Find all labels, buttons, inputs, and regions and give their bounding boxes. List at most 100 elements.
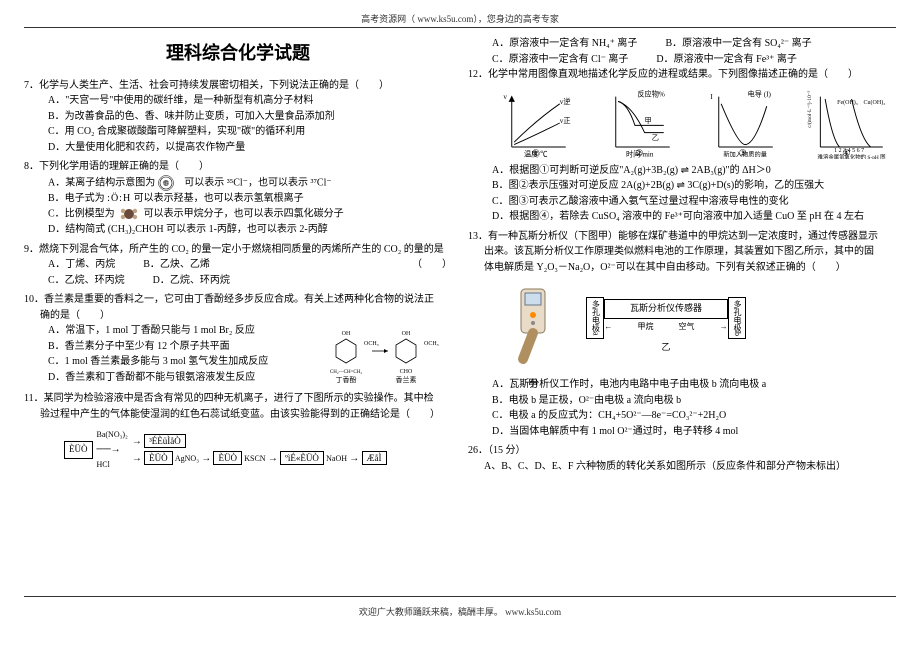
- atom-shell-icon: +17: [158, 175, 182, 191]
- q13-D: D．当固体电解质中有 1 mol O²⁻通过时，电子转移 4 mol: [492, 424, 896, 440]
- q9-D: D．乙烷、环丙烷: [153, 273, 230, 289]
- left-column: 理科综合化学试题 7．化学与人类生产、生活、社会可持续发展密切相关，下列说法正确…: [24, 36, 452, 596]
- q10-stem-a: 10．香兰素是重要的香料之一，它可由丁香酚经多步反应合成。有关上述两种化合物的说…: [24, 292, 452, 308]
- chart-2: 反应物% 甲 乙 时间/min ②: [590, 87, 690, 159]
- q9-C: C．乙烷、环丙烷: [48, 273, 125, 289]
- electrode-b: 多孔电极b: [728, 297, 746, 339]
- device-yi: 多孔电极a 瓦斯分析仪传感器 ←甲烷 空气→ 多孔电极b 乙: [586, 297, 746, 355]
- q8-C: C．比例模型为 可以表示甲烷分子，也可以表示四氯化碳分子: [48, 206, 452, 222]
- q13-C: C．电极 a 的反应式为：CH₄+5O²⁻—8e⁻=CO₃²⁻+2H₂O: [492, 408, 896, 424]
- q11: 11．某同学为检验溶液中是否含有常见的四种无机离子，进行了下图所示的实验操作。其…: [24, 391, 452, 471]
- q10: 10．香兰素是重要的香料之一，它可由丁香酚经多步反应合成。有关上述两种化合物的说…: [24, 292, 452, 387]
- chart-1: v逆 v正 v 温度/℃ ①: [486, 87, 586, 159]
- q7-B: B．为改善食品的色、香、味并防止变质，可加入大量食品添加剂: [48, 109, 452, 125]
- q9-paren: （ ）: [412, 257, 452, 273]
- mol-l4: 丁香酚: [336, 375, 357, 384]
- header-rule: [24, 27, 896, 28]
- svg-text:c/(mol·L⁻¹)·10⁻³: c/(mol·L⁻¹)·10⁻³: [805, 90, 812, 127]
- svg-text:+17: +17: [163, 181, 169, 186]
- q8-B: B．电子式为 :Ö:H 可以表示羟基，也可以表示氢氧根离子: [48, 191, 452, 207]
- q12-stem: 12．化学中常用图像直观地描述化学反应的进程或结果。下列图像描述正确的是（ ）: [468, 67, 896, 83]
- q9: 9．燃烧下列混合气体，所产生的 CO₂ 的量一定小于燃烧相同质量的丙烯所产生的 …: [24, 242, 452, 289]
- q8-stem: 8．下列化学用语的理解正确的是（ ）: [24, 159, 452, 175]
- right-column: A．原溶液中一定含有 NH₄⁺ 离子 B．原溶液中一定含有 SO₄²⁻ 离子 C…: [468, 36, 896, 596]
- q12-D: D．根据图④，若除去 CuSO₄ 溶液中的 Fe³⁺可向溶液中加入适量 CuO …: [492, 209, 896, 225]
- q12-A: A．根据图①可判断可逆反应"A₂(g)+3B₂(g) ⇌ 2AB₃(g)"的 Δ…: [492, 163, 896, 179]
- q11-A: A．原溶液中一定含有 NH₄⁺ 离子: [492, 36, 637, 52]
- svg-text:反应物%: 反应物%: [637, 89, 665, 98]
- q9-A: A．丁烯、丙烷: [48, 257, 115, 273]
- header-site: 高考资源网（ www.ks5u.com），您身边的高考专家: [24, 12, 896, 25]
- flow-a1: Ba(NO₃)₂ ──→ HCl: [97, 428, 128, 471]
- chart-4: Fe(OH)₃ Cu(OH)₂ c/(mol·L⁻¹)·10⁻³ 1 2 3 4…: [797, 87, 897, 159]
- q8-A: A．某离子结构示意图为 +17 可以表示 ³⁵Cl⁻，也可以表示 ³⁷Cl⁻: [48, 175, 452, 191]
- q10-stem-b: 确的是（ ）: [40, 308, 452, 324]
- mol-r4: 香兰素: [396, 375, 417, 384]
- footer-rule: [24, 596, 896, 597]
- paper-title: 理科综合化学试题: [24, 40, 452, 68]
- q9-row2: C．乙烷、环丙烷 D．乙烷、环丙烷: [48, 273, 452, 289]
- svg-text:Fe(OH)₃: Fe(OH)₃: [837, 98, 858, 105]
- footer-text: 欢迎广大教师踊跃来稿，稿酬丰厚。 www.ks5u.com: [24, 605, 896, 618]
- svg-text:v逆: v逆: [560, 96, 571, 105]
- q12: 12．化学中常用图像直观地描述化学反应的进程或结果。下列图像描述正确的是（ ） …: [468, 67, 896, 225]
- svg-text:乙: 乙: [651, 133, 658, 141]
- q11-D: D．原溶液中一定含有 Fe³⁺ 离子: [656, 52, 797, 68]
- q8-B-pre: B．电子式为: [48, 193, 105, 204]
- q11-stem-b: 验过程中产生的气体能使湿润的红色石蕊试纸变蓝。由该实验能得到的正确结论是（ ）: [40, 407, 452, 423]
- q7-D: D．大量使用化肥和农药，以提高农作物产量: [48, 140, 452, 156]
- mol-l2: OCH₃: [364, 341, 379, 347]
- chart2-num: ②: [635, 147, 643, 161]
- q8-B-post: 可以表示羟基，也可以表示氢氧根离子: [134, 193, 304, 204]
- methane-label: 甲烷: [637, 321, 653, 333]
- svg-text:难溶金属氢氧化物的 S-pH 图: 难溶金属氢氧化物的 S-pH 图: [817, 153, 885, 159]
- q11-opts-row2: C．原溶液中一定含有 Cl⁻ 离子 D．原溶液中一定含有 Fe³⁺ 离子: [492, 52, 896, 68]
- q26-stem-a: 26．（15 分）: [468, 443, 896, 459]
- ball-stick-icon: [117, 206, 141, 222]
- q9-B: B．乙炔、乙烯: [143, 257, 210, 273]
- mol-l1: OH: [342, 331, 351, 337]
- q8-C-post: 可以表示甲烷分子，也可以表示四氯化碳分子: [144, 209, 344, 220]
- flow-b1: ÈÜÒ: [64, 441, 93, 459]
- q12-C: C．图③可表示乙酸溶液中通入氨气至过量过程中溶液导电性的变化: [492, 194, 896, 210]
- svg-text:Cu(OH)₂: Cu(OH)₂: [863, 98, 885, 105]
- q12-B: B．图②表示压强对可逆反应 2A(g)+2B(g) ⇌ 3C(g)+D(s)的影…: [492, 178, 896, 194]
- q9-stem: 9．燃烧下列混合气体，所产生的 CO₂ 的量一定小于燃烧相同质量的丙烯所产生的 …: [24, 242, 452, 258]
- q13-stem-c: 体电解质是 Y₂O₃－Na₂O，O²⁻可以在其中自由移动。下列有关叙述正确的（ …: [484, 260, 896, 276]
- label-yi: 乙: [586, 341, 746, 355]
- q26: 26．（15 分） A、B、C、D、E、F 六种物质的转化关系如图所示（反应条件…: [468, 443, 896, 474]
- svg-text:v正: v正: [560, 117, 571, 125]
- svg-text:甲: 甲: [644, 117, 651, 125]
- mol-r3: CHO: [400, 369, 413, 375]
- q13-B: B．电极 b 是正极，O²⁻由电极 a 流向电极 b: [492, 393, 896, 409]
- q9-row1: A．丁烯、丙烷 B．乙炔、乙烯 （ ）: [48, 257, 452, 273]
- q11-B: B．原溶液中一定含有 SO₄²⁻ 离子: [665, 36, 811, 52]
- svg-text:I: I: [710, 93, 713, 101]
- q8-A-post: 可以表示 ³⁵Cl⁻，也可以表示 ³⁷Cl⁻: [184, 177, 331, 188]
- device-jia: 甲: [498, 281, 568, 371]
- q11-opts-row1: A．原溶液中一定含有 NH₄⁺ 离子 B．原溶液中一定含有 SO₄²⁻ 离子: [492, 36, 896, 52]
- q8-C-pre: C．比例模型为: [48, 209, 115, 220]
- mol-r2: OCH₃: [424, 341, 439, 347]
- q13: 13．有一种瓦斯分析仪（下图甲）能够在煤矿巷道中的甲烷达到一定浓度时，通过传感器…: [468, 229, 896, 440]
- svg-text:v: v: [503, 93, 507, 101]
- q11-flowchart: ÈÜÒ Ba(NO₃)₂ ──→ HCl → ³ÉÈüÌåÒ → ÈÜÒ AgN…: [64, 428, 452, 471]
- q7-A: A．"天宫一号"中使用的碳纤维，是一种新型有机高分子材料: [48, 93, 452, 109]
- chart4-num: ④: [842, 147, 850, 161]
- content-columns: 理科综合化学试题 7．化学与人类生产、生活、社会可持续发展密切相关，下列说法正确…: [24, 36, 896, 596]
- q8-B-mid: :Ö:H: [107, 193, 131, 204]
- air-label: 空气: [679, 321, 695, 333]
- flow-split: → ³ÉÈüÌåÒ → ÈÜÒ AgNO₃ → ÈÜÒ KSCN → ºìÉ«È…: [132, 434, 387, 467]
- q8: 8．下列化学用语的理解正确的是（ ） A．某离子结构示意图为 +17 可以表示 …: [24, 159, 452, 238]
- q13-stem-a: 13．有一种瓦斯分析仪（下图甲）能够在煤矿巷道中的甲烷达到一定浓度时，通过传感器…: [468, 229, 896, 245]
- q12-charts: v逆 v正 v 温度/℃ ① 反应物% 甲 乙 时间/min: [486, 87, 896, 159]
- chart3-num: ③: [739, 147, 747, 161]
- label-jia: 甲: [498, 377, 568, 393]
- q11-stem-a: 11．某同学为检验溶液中是否含有常见的四种无机离子，进行了下图所示的实验操作。其…: [24, 391, 452, 407]
- q7-stem: 7．化学与人类生产、生活、社会可持续发展密切相关，下列说法正确的是（ ）: [24, 78, 452, 94]
- sensor-cell: 瓦斯分析仪传感器: [604, 299, 727, 319]
- q11-C: C．原溶液中一定含有 Cl⁻ 离子: [492, 52, 628, 68]
- q8-D: D．结构简式 (CH₃)₂CHOH 可以表示 1-丙醇，也可以表示 2-丙醇: [48, 222, 452, 238]
- electrode-a: 多孔电极a: [586, 297, 604, 339]
- molecule-diagram: OH OCH₃ CH₂—CH=CH₂ 丁香酚 OH OCH₃ CHO 香兰素: [318, 325, 448, 385]
